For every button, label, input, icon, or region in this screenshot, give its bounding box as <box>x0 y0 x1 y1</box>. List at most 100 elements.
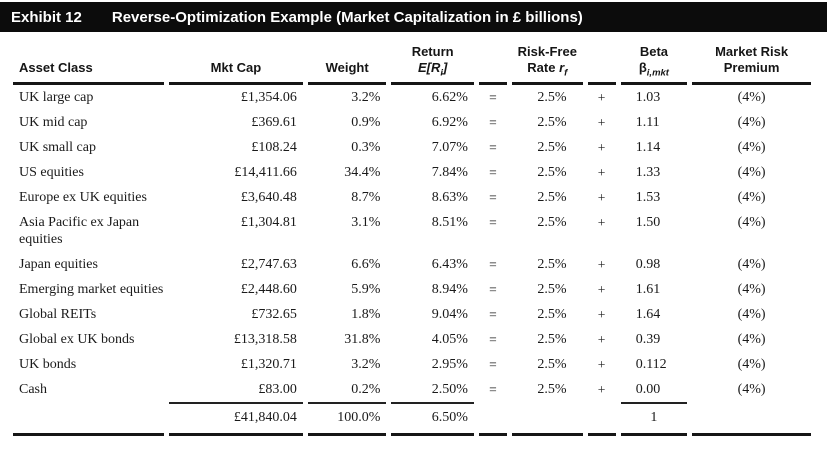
total-weight: 100.0% <box>307 404 387 436</box>
table-totals: £41,840.04 100.0% 6.50% 1 <box>13 404 811 436</box>
header-market-risk-premium: Market Risk Premium <box>692 34 811 85</box>
table-row: UK mid cap £369.61 0.9% 6.92% = 2.5% + 1… <box>13 110 811 135</box>
cell-asset-class: Cash <box>19 382 47 397</box>
cell-return: 9.04% <box>431 307 468 322</box>
cell-asset-class: Japan equities <box>19 257 98 272</box>
cell-return: 6.62% <box>431 90 468 105</box>
plus-sign: + <box>597 115 606 130</box>
header-return: Return E[Ri] <box>391 34 474 85</box>
cell-weight: 0.9% <box>351 115 381 130</box>
header-plus-spacer <box>587 34 616 85</box>
cell-risk-free-rate: 2.5% <box>537 190 567 205</box>
cell-beta: 0.39 <box>635 332 661 347</box>
plus-sign: + <box>597 307 606 322</box>
cell-return: 8.51% <box>431 215 468 230</box>
table-body: UK large cap £1,354.06 3.2% 6.62% = 2.5%… <box>13 85 811 404</box>
cell-mkt-cap: £1,304.81 <box>240 215 297 230</box>
cell-weight: 6.6% <box>351 257 381 272</box>
cell-mkt-cap: £3,640.48 <box>240 190 297 205</box>
cell-beta: 1.53 <box>635 190 661 205</box>
table-row: US equities £14,411.66 34.4% 7.84% = 2.5… <box>13 160 811 185</box>
cell-market-risk-premium: (4%) <box>737 382 766 397</box>
cell-risk-free-rate: 2.5% <box>537 115 567 130</box>
equals-sign: = <box>489 282 497 297</box>
table-row: Global ex UK bonds £13,318.58 31.8% 4.05… <box>13 327 811 352</box>
total-return: 6.50% <box>391 404 474 436</box>
cell-return: 2.50% <box>391 377 474 404</box>
table-row: Emerging market equities £2,448.60 5.9% … <box>13 277 811 302</box>
cell-weight: 0.2% <box>307 377 387 404</box>
equals-sign: = <box>489 332 497 347</box>
cell-return: 7.07% <box>431 140 468 155</box>
cell-mkt-cap: £13,318.58 <box>233 332 297 347</box>
equals-sign: = <box>489 357 497 372</box>
cell-weight: 1.8% <box>351 307 381 322</box>
table-row: Asia Pacific ex Japan equities £1,304.81… <box>13 210 811 252</box>
cell-weight: 3.2% <box>351 357 381 372</box>
plus-sign: + <box>597 382 606 397</box>
plus-sign: + <box>597 140 606 155</box>
cell-beta: 1.33 <box>635 165 661 180</box>
table-row: Cash £83.00 0.2% 2.50% = 2.5% + 0.00 (4%… <box>13 377 811 404</box>
cell-market-risk-premium: (4%) <box>737 332 766 347</box>
cell-return: 2.95% <box>431 357 468 372</box>
cell-asset-class: UK large cap <box>19 90 94 105</box>
header-mkt-cap: Mkt Cap <box>168 34 303 85</box>
header-weight: Weight <box>307 34 387 85</box>
cell-mkt-cap: £83.00 <box>168 377 303 404</box>
cell-mkt-cap: £2,448.60 <box>240 282 297 297</box>
equals-sign: = <box>489 115 497 130</box>
cell-risk-free-rate: 2.5% <box>537 140 567 155</box>
cell-market-risk-premium: (4%) <box>737 190 766 205</box>
header-asset-class: Asset Class <box>13 34 164 85</box>
equals-sign: = <box>489 140 497 155</box>
cell-beta: 1.64 <box>635 307 661 322</box>
plus-sign: + <box>597 257 606 272</box>
cell-return: 8.94% <box>431 282 468 297</box>
cell-mkt-cap: £14,411.66 <box>234 165 297 180</box>
cell-mkt-cap: £2,747.63 <box>240 257 297 272</box>
equals-sign: = <box>489 190 497 205</box>
cell-market-risk-premium: (4%) <box>737 215 766 230</box>
header-risk-free-rate: Risk-Free Rate rf <box>512 34 583 85</box>
cell-asset-class: UK bonds <box>19 357 77 372</box>
table-row: Europe ex UK equities £3,640.48 8.7% 8.6… <box>13 185 811 210</box>
cell-weight: 31.8% <box>344 332 381 347</box>
cell-mkt-cap: £732.65 <box>251 307 297 322</box>
table-row: UK large cap £1,354.06 3.2% 6.62% = 2.5%… <box>13 85 811 110</box>
cell-risk-free-rate: 2.5% <box>537 90 567 105</box>
cell-asset-class: Global ex UK bonds <box>19 332 135 347</box>
total-beta: 1 <box>620 404 688 436</box>
cell-mkt-cap: £108.24 <box>251 140 297 155</box>
equals-sign: = <box>489 215 497 230</box>
equals-sign: = <box>489 307 497 322</box>
cell-risk-free-rate: 2.5% <box>537 382 567 397</box>
cell-weight: 34.4% <box>344 165 381 180</box>
total-mrp-spacer <box>692 404 811 436</box>
cell-risk-free-rate: 2.5% <box>537 215 567 230</box>
plus-sign: + <box>597 357 606 372</box>
totals-row: £41,840.04 100.0% 6.50% 1 <box>13 404 811 436</box>
cell-asset-class: UK small cap <box>19 140 96 155</box>
cell-risk-free-rate: 2.5% <box>537 165 567 180</box>
total-mkt-cap: £41,840.04 <box>168 404 303 436</box>
total-equals-spacer <box>478 404 508 436</box>
cell-beta: 1.50 <box>635 215 661 230</box>
exhibit-title: Reverse-Optimization Example (Market Cap… <box>111 8 583 26</box>
cell-asset-class: Europe ex UK equities <box>19 190 147 205</box>
equals-sign: = <box>489 165 497 180</box>
cell-risk-free-rate: 2.5% <box>537 282 567 297</box>
cell-weight: 5.9% <box>351 282 381 297</box>
cell-return: 6.92% <box>431 115 468 130</box>
cell-beta: 1.03 <box>635 90 661 105</box>
cell-asset-class: Emerging market equities <box>19 282 164 297</box>
cell-market-risk-premium: (4%) <box>737 257 766 272</box>
cell-return: 4.05% <box>431 332 468 347</box>
cell-weight: 3.1% <box>351 215 381 230</box>
cell-market-risk-premium: (4%) <box>737 90 766 105</box>
exhibit-table: Asset Class Mkt Cap Weight Return E[Ri] … <box>8 34 816 436</box>
cell-risk-free-rate: 2.5% <box>537 357 567 372</box>
cell-beta: 0.00 <box>620 377 688 404</box>
cell-market-risk-premium: (4%) <box>737 115 766 130</box>
